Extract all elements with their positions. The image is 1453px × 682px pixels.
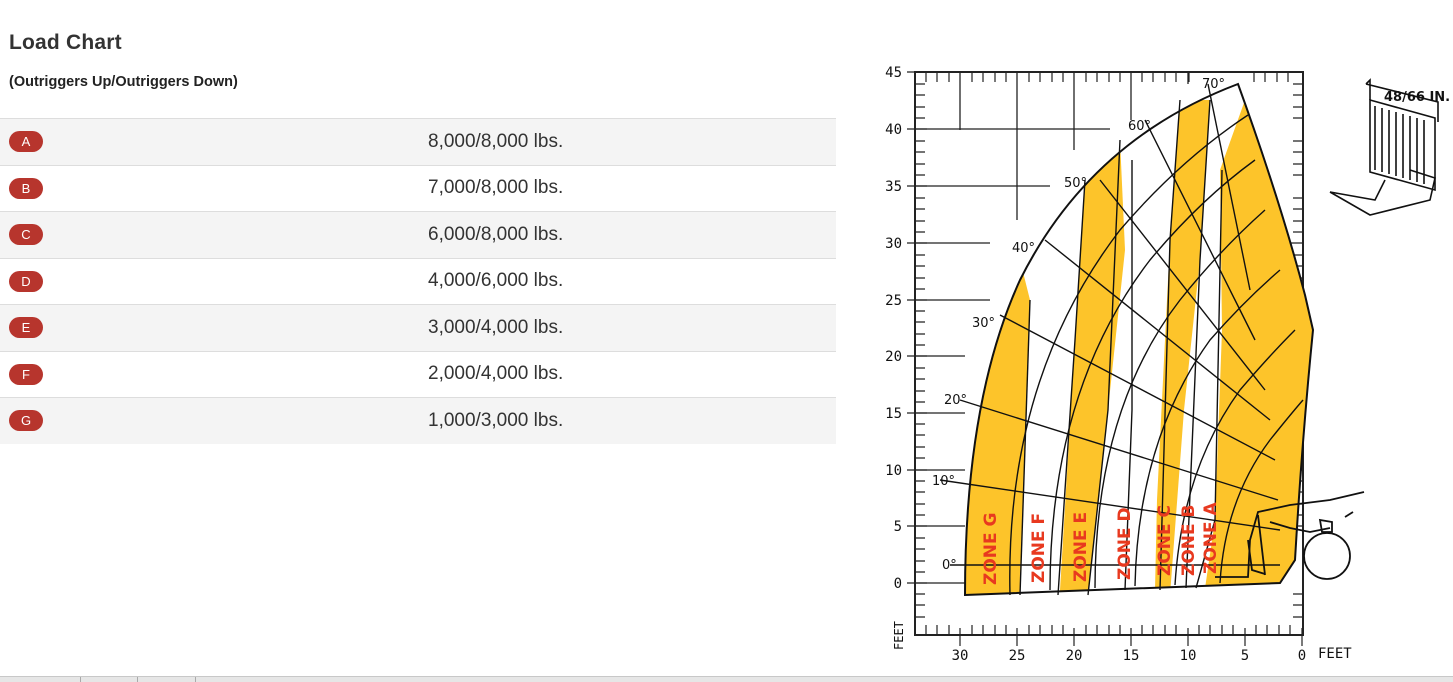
scrollbar-segment[interactable] (80, 677, 137, 682)
angle-label: 70° (1202, 77, 1225, 92)
angle-label: 50° (1064, 176, 1087, 191)
table-row: F 2,000/4,000 lbs. (0, 350, 836, 398)
angle-label: 10° (932, 474, 955, 489)
zone-label-g: ZONE G (981, 513, 1001, 586)
angle-label: 60° (1128, 119, 1151, 134)
angle-label: 20° (944, 393, 967, 408)
zone-badge: B (9, 177, 43, 199)
zone-badge: D (9, 270, 43, 292)
capacity-value: 2,000/4,000 lbs. (428, 363, 564, 385)
x-tick-label: 10 (1180, 648, 1197, 664)
zone-label-e: ZONE E (1071, 512, 1091, 582)
page-title: Load Chart (9, 31, 122, 54)
load-chart-table: A 8,000/8,000 lbs. B 7,000/8,000 lbs. C … (0, 118, 836, 444)
table-row: B 7,000/8,000 lbs. (0, 164, 836, 212)
horizontal-scrollbar[interactable] (0, 676, 1453, 682)
zone-badge: E (9, 317, 43, 339)
y-tick-label: 10 (885, 463, 902, 479)
angle-label: 40° (1012, 241, 1035, 256)
extension-arcs (1009, 114, 1304, 596)
x-tick-label: 20 (1066, 648, 1083, 664)
capacity-value: 6,000/8,000 lbs. (428, 223, 564, 245)
fork-size-label: 48/66 IN. (1384, 90, 1450, 105)
load-range-diagram: 45 40 35 30 25 20 15 10 5 0 FEET 30 25 2… (885, 65, 1450, 664)
angle-label: 30° (972, 316, 995, 331)
x-axis-labels: 30 25 20 15 10 5 0 (952, 648, 1307, 664)
x-tick-label: 15 (1123, 648, 1140, 664)
zone-badge: F (9, 363, 43, 385)
capacity-value: 7,000/8,000 lbs. (428, 177, 564, 199)
zone-label-a: ZONE A (1201, 501, 1221, 574)
angle-labels: 0° 10° 20° 30° 40° 50° 60° 70° (932, 77, 1225, 573)
table-row: C 6,000/8,000 lbs. (0, 211, 836, 258)
zone-badge: G (9, 410, 43, 432)
zone-label-f: ZONE F (1029, 513, 1049, 583)
zone-g-fill (965, 220, 1030, 595)
fork-attachment-icon (1329, 78, 1439, 216)
table-row: E 3,000/4,000 lbs. (0, 304, 836, 351)
x-axis-unit: FEET (1318, 646, 1352, 662)
table-row: G 1,000/3,000 lbs. (0, 397, 836, 444)
zone-labels: ZONE G ZONE F ZONE E ZONE D ZONE C ZONE … (981, 501, 1221, 585)
y-tick-label: 30 (885, 236, 902, 252)
y-axis-unit: FEET (892, 621, 906, 650)
zone-label-b: ZONE B (1179, 505, 1199, 577)
y-axis-labels: 45 40 35 30 25 20 15 10 5 0 (885, 65, 902, 592)
zone-fills (965, 100, 1313, 595)
angle-label: 0° (942, 558, 957, 573)
y-tick-label: 0 (894, 576, 902, 592)
x-tick-label: 5 (1241, 648, 1249, 664)
zone-boundaries (1019, 99, 1223, 596)
telehandler-illustration (1215, 491, 1365, 580)
y-tick-label: 45 (885, 65, 902, 81)
y-tick-label: 20 (885, 349, 902, 365)
y-tick-label: 25 (885, 293, 902, 309)
x-tick-label: 30 (952, 648, 969, 664)
zone-label-c: ZONE C (1155, 505, 1175, 576)
capacity-value: 1,000/3,000 lbs. (428, 409, 564, 431)
capacity-value: 3,000/4,000 lbs. (428, 316, 564, 338)
y-tick-label: 15 (885, 406, 902, 422)
page-subtitle: (Outriggers Up/Outriggers Down) (9, 74, 238, 90)
zone-badge: A (9, 131, 43, 153)
y-tick-label: 35 (885, 179, 902, 195)
capacity-value: 8,000/8,000 lbs. (428, 130, 564, 152)
y-tick-label: 40 (885, 122, 902, 138)
x-tick-label: 0 (1298, 648, 1306, 664)
boom-envelope (963, 82, 1315, 597)
capacity-value: 4,000/6,000 lbs. (428, 270, 564, 292)
zone-c-fill (1155, 100, 1210, 595)
table-row: D 4,000/6,000 lbs. (0, 257, 836, 305)
scrollbar-segment[interactable] (137, 677, 196, 682)
zone-label-d: ZONE D (1115, 507, 1135, 580)
angle-lines (939, 83, 1281, 566)
x-tick-label: 25 (1009, 648, 1026, 664)
y-tick-label: 5 (894, 519, 902, 535)
table-row: A 8,000/8,000 lbs. (0, 118, 836, 165)
zone-e-fill (1058, 140, 1125, 595)
zone-badge: C (9, 224, 43, 246)
